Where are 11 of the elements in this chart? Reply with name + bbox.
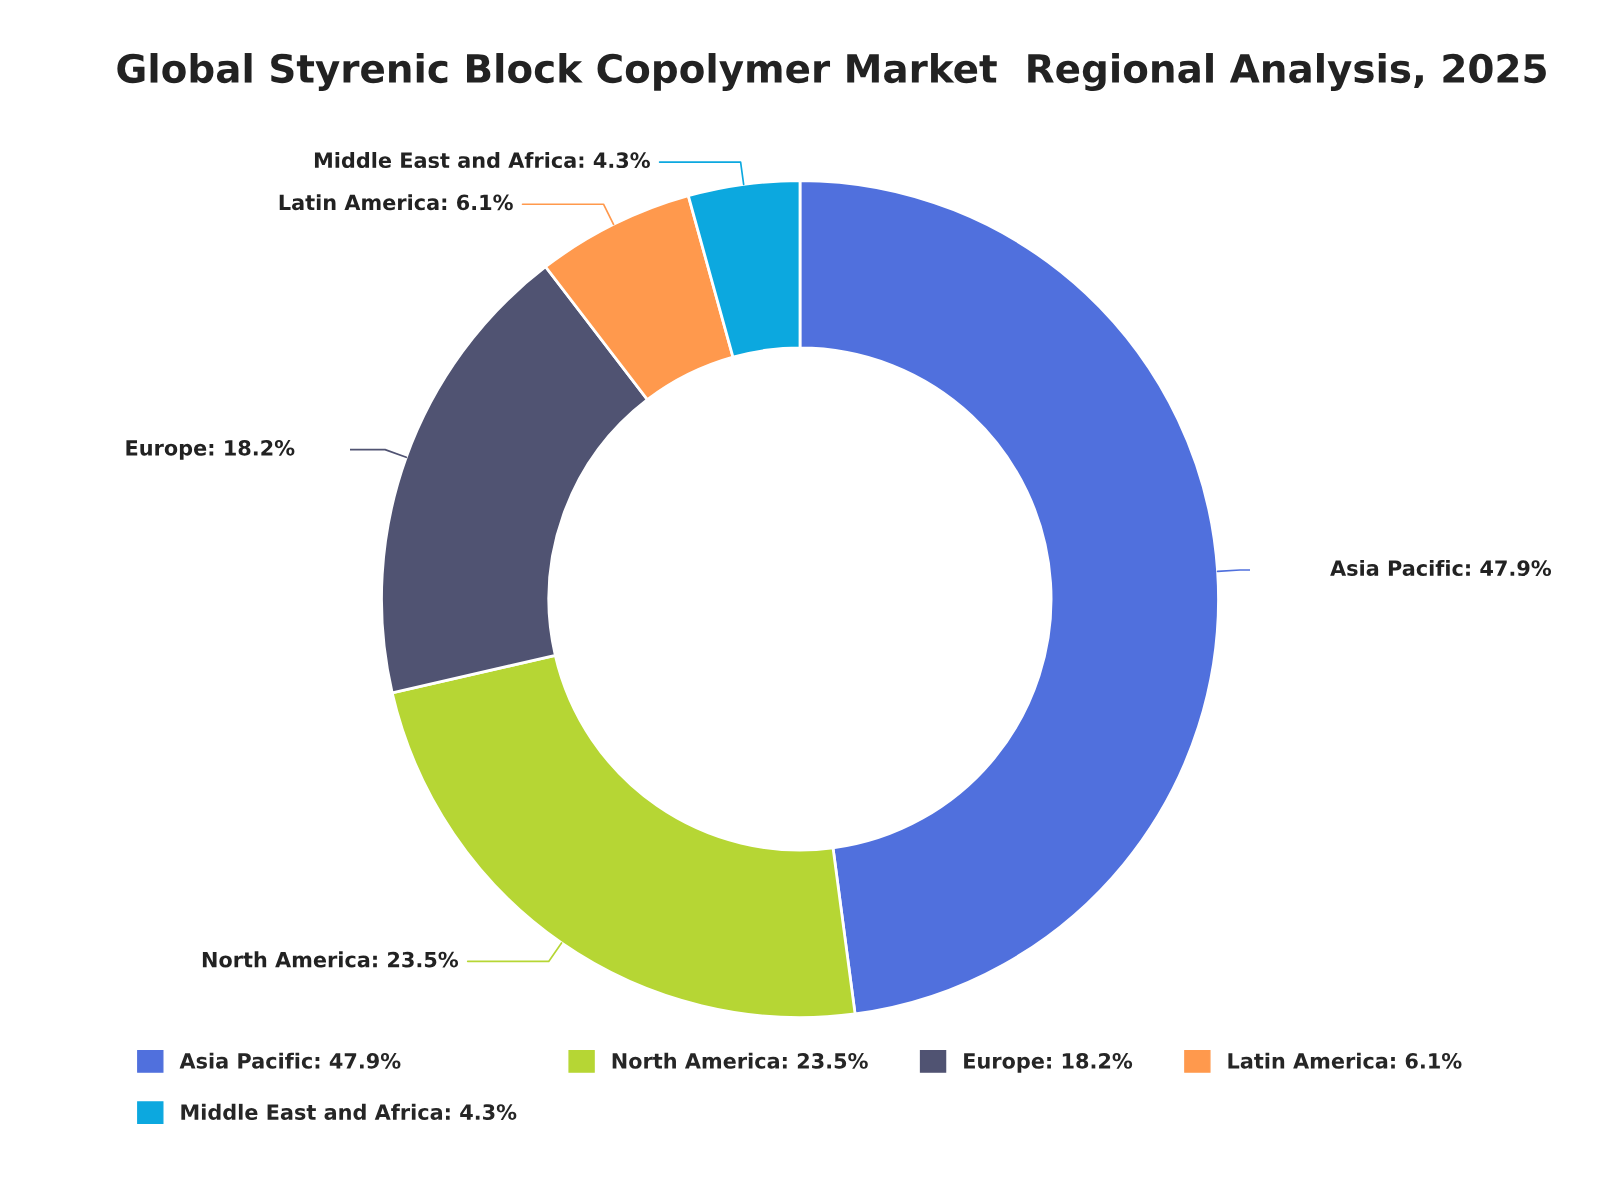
slice-label: Middle East and Africa: 4.3% (314, 151, 650, 169)
legend-label: Middle East and Africa: 4.3% (181, 1103, 517, 1120)
slice-label: Asia Pacific: 47.9% (1330, 559, 1552, 577)
legend-label: Europe: 18.2% (964, 1053, 1133, 1073)
slice-label: North America: 23.5% (202, 951, 459, 968)
chart-title: Global Styrenic Block Copolymer Market Regional Analysis, 2025 (117, 53, 1546, 91)
legend-label: Asia Pacific: 47.9% (179, 1052, 401, 1069)
slice-label: Europe: 18.2% (126, 439, 295, 460)
legend-label: Latin America: 6.1% (1228, 1052, 1462, 1069)
slice-label: Latin America: 6.1% (279, 194, 513, 211)
legend-label: North America: 23.5% (612, 1052, 868, 1069)
